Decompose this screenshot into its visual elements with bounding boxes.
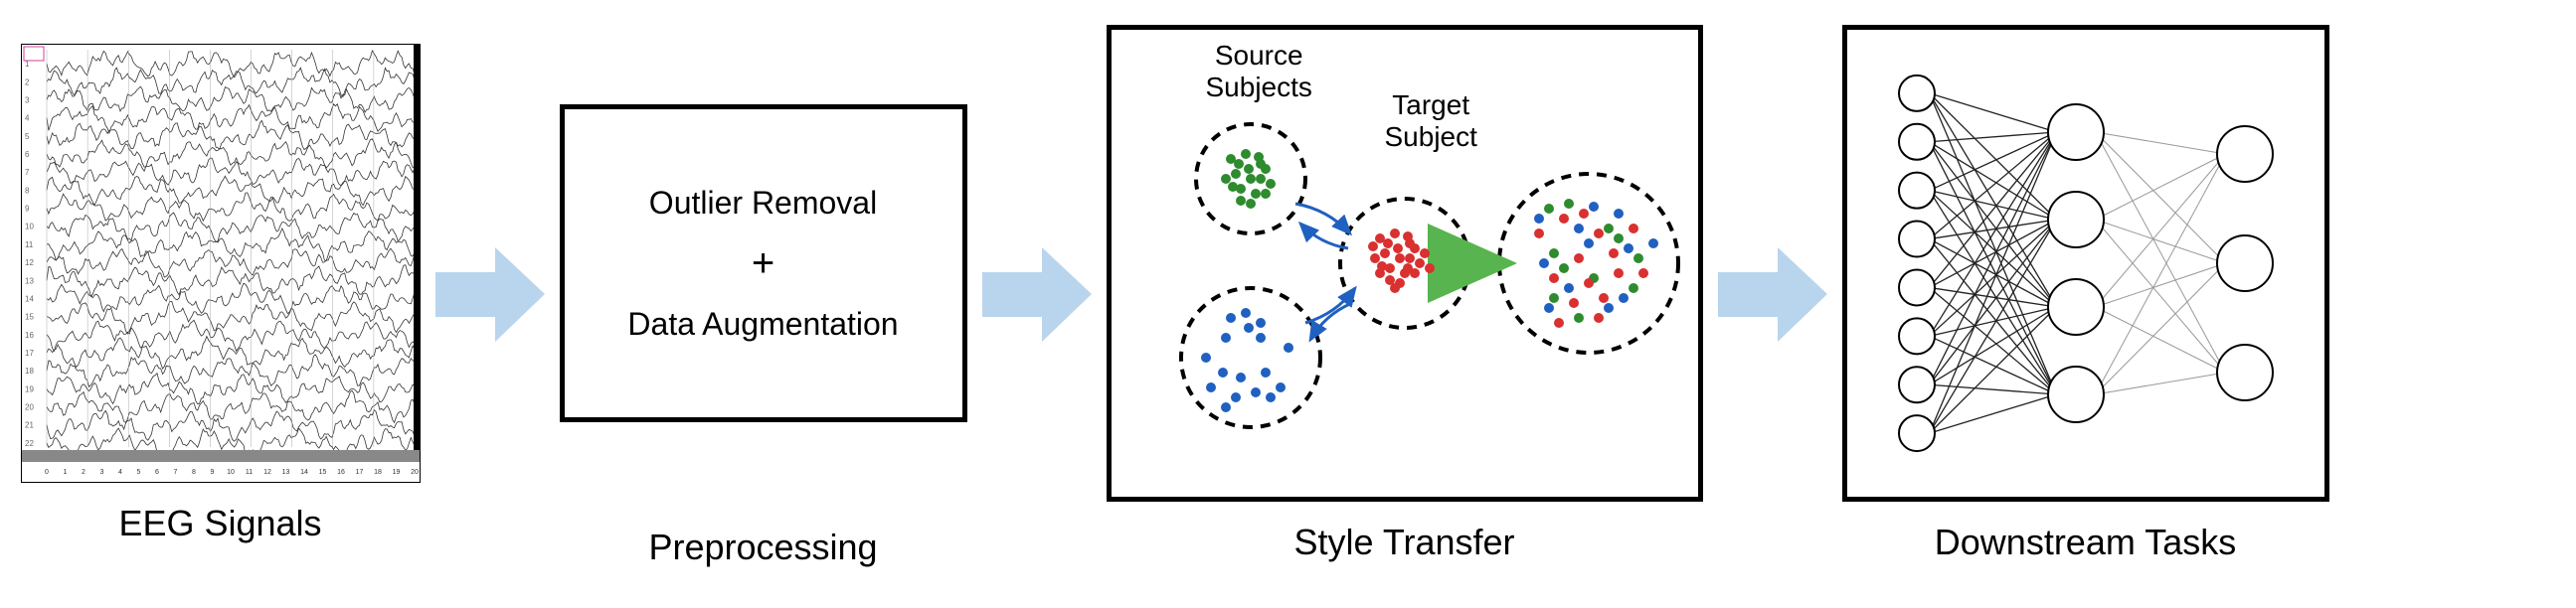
svg-text:5: 5 — [25, 132, 30, 141]
svg-text:4: 4 — [118, 469, 122, 476]
arrow-icon — [435, 247, 545, 342]
source-subjects-label: Source Subjects — [1206, 40, 1312, 103]
svg-text:12: 12 — [263, 469, 271, 476]
stage-style-transfer: Source Subjects Target Subject Style Tra… — [1107, 25, 1703, 563]
stage-label-style-transfer: Style Transfer — [1293, 522, 1514, 563]
svg-text:10: 10 — [25, 223, 34, 231]
svg-text:18: 18 — [374, 469, 382, 476]
eeg-signals-plot: 1234567891011121314151617181920212201234… — [22, 45, 420, 482]
svg-text:2: 2 — [82, 469, 86, 476]
svg-text:8: 8 — [25, 186, 30, 195]
svg-text:16: 16 — [25, 331, 34, 340]
svg-text:6: 6 — [25, 150, 30, 159]
svg-text:13: 13 — [281, 469, 289, 476]
svg-text:16: 16 — [337, 469, 345, 476]
svg-text:1: 1 — [63, 469, 67, 476]
svg-text:5: 5 — [136, 469, 140, 476]
arrow-icon — [982, 247, 1092, 342]
svg-text:13: 13 — [25, 276, 34, 285]
outlier-removal-label: Outlier Removal — [649, 185, 877, 222]
stage-downstream: Downstream Tasks — [1842, 25, 2329, 563]
svg-text:18: 18 — [25, 367, 34, 376]
stage-label-preprocessing: Preprocessing — [648, 527, 877, 568]
svg-text:22: 22 — [25, 439, 34, 448]
svg-text:17: 17 — [355, 469, 363, 476]
svg-text:12: 12 — [25, 258, 34, 267]
svg-text:6: 6 — [155, 469, 159, 476]
svg-text:20: 20 — [25, 403, 34, 412]
neural-network-diagram — [1847, 30, 2324, 497]
stage-label-eeg: EEG Signals — [118, 503, 321, 544]
style-transfer-box: Source Subjects Target Subject — [1107, 25, 1703, 502]
svg-text:15: 15 — [25, 313, 34, 322]
svg-text:11: 11 — [245, 469, 252, 476]
target-subject-label: Target Subject — [1385, 89, 1477, 153]
svg-text:7: 7 — [173, 469, 177, 476]
svg-text:11: 11 — [25, 240, 34, 249]
preprocess-box: Outlier Removal + Data Augmentation — [560, 104, 967, 422]
eeg-panel: 1234567891011121314151617181920212201234… — [21, 44, 421, 483]
svg-text:9: 9 — [25, 205, 30, 214]
svg-text:14: 14 — [25, 295, 34, 304]
pipeline-diagram: 1234567891011121314151617181920212201234… — [21, 20, 2556, 568]
svg-text:15: 15 — [318, 469, 326, 476]
nn-box — [1842, 25, 2329, 502]
arrow-icon — [1718, 247, 1827, 342]
svg-text:3: 3 — [25, 96, 30, 105]
svg-text:4: 4 — [25, 114, 30, 123]
svg-text:19: 19 — [25, 384, 34, 393]
svg-text:20: 20 — [411, 469, 419, 476]
plus-symbol: + — [752, 241, 774, 286]
svg-text:7: 7 — [25, 168, 30, 177]
svg-text:3: 3 — [99, 469, 103, 476]
stage-preprocessing: Outlier Removal + Data Augmentation Prep… — [560, 20, 967, 568]
svg-text:21: 21 — [25, 421, 34, 430]
svg-text:0: 0 — [45, 469, 49, 476]
stage-eeg: 1234567891011121314151617181920212201234… — [21, 44, 421, 544]
svg-text:2: 2 — [25, 77, 30, 86]
svg-text:8: 8 — [192, 469, 196, 476]
svg-text:19: 19 — [392, 469, 400, 476]
data-augmentation-label: Data Augmentation — [627, 306, 898, 343]
stage-label-downstream: Downstream Tasks — [1935, 522, 2236, 563]
svg-text:9: 9 — [210, 469, 214, 476]
svg-text:17: 17 — [25, 349, 34, 358]
svg-text:10: 10 — [227, 469, 235, 476]
svg-text:14: 14 — [300, 469, 308, 476]
